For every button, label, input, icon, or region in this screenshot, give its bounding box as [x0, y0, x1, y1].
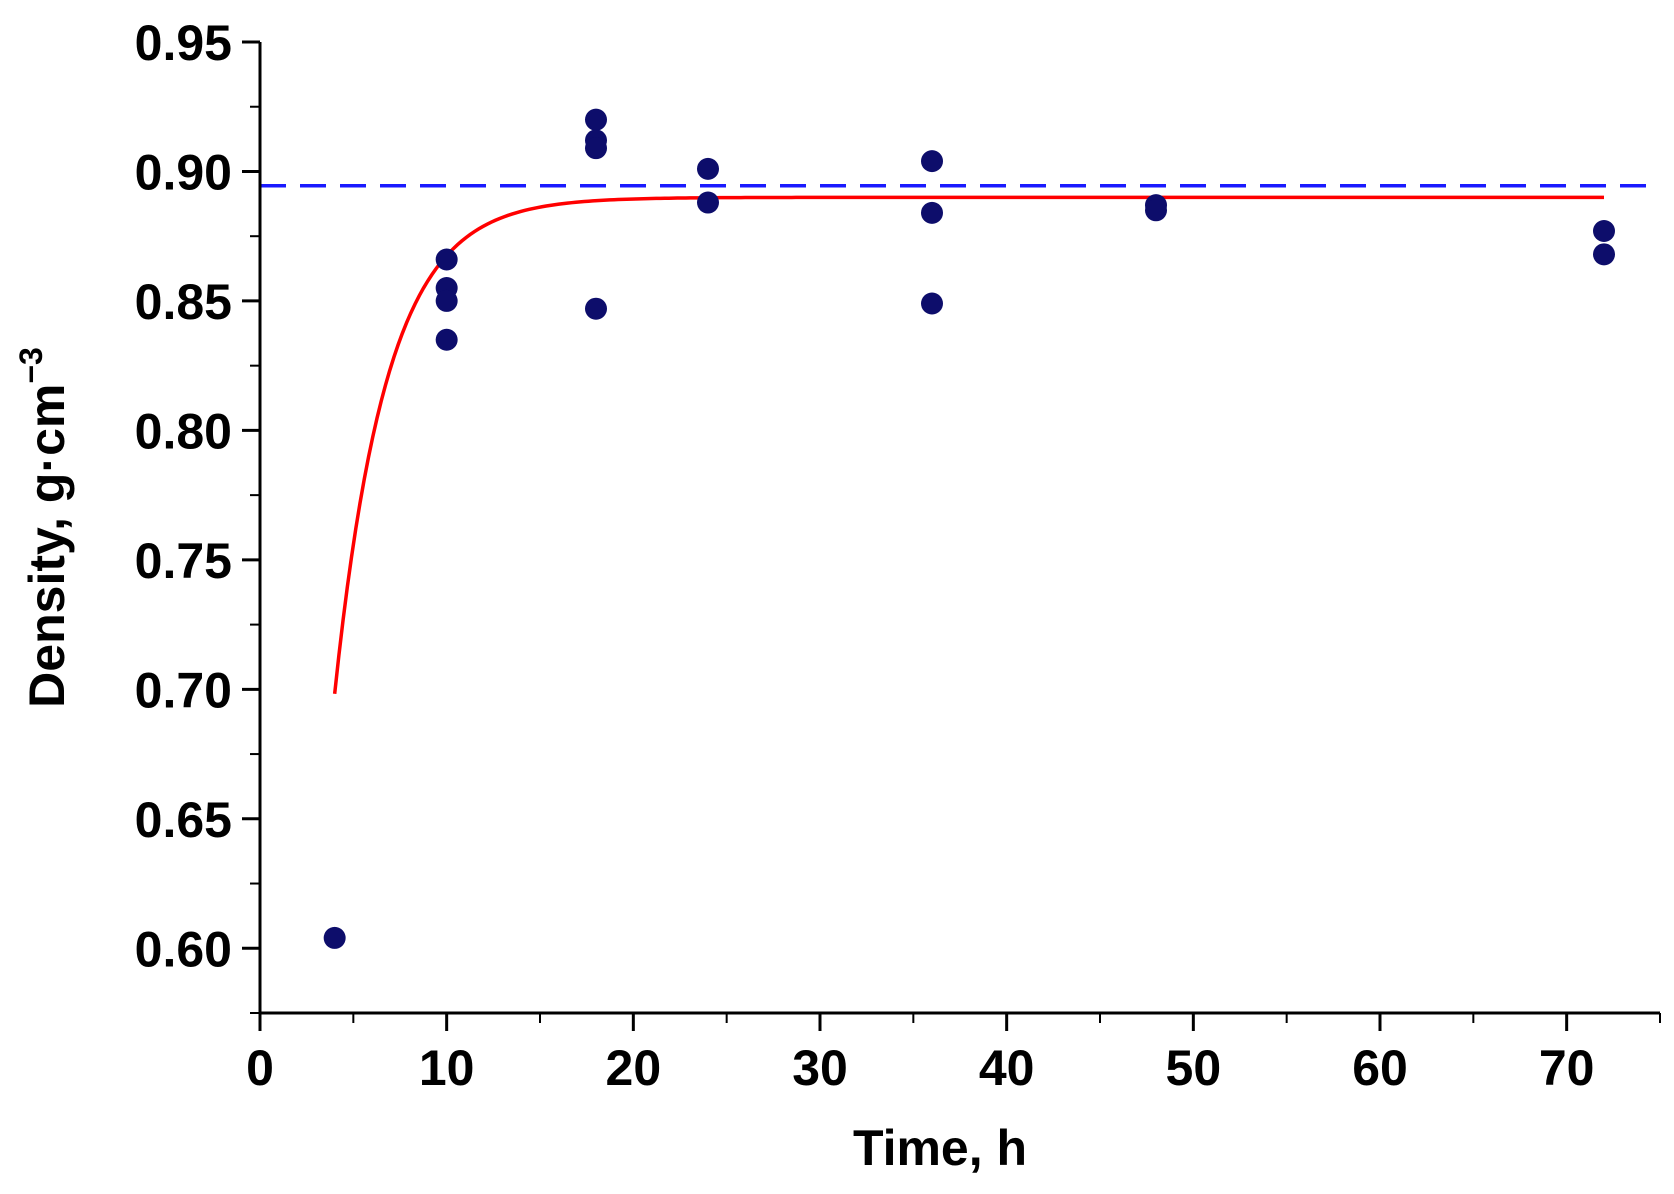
- x-tick-label: 10: [419, 1040, 475, 1096]
- data-point: [585, 137, 607, 160]
- y-tick-label: 0.65: [135, 792, 232, 848]
- data-point: [435, 289, 458, 312]
- data-point: [585, 297, 607, 320]
- y-tick-label: 0.75: [135, 533, 232, 589]
- data-point: [1593, 220, 1615, 243]
- x-tick-label: 50: [1166, 1040, 1222, 1096]
- y-tick-label: 0.80: [135, 403, 232, 459]
- axes: [258, 42, 1660, 1015]
- y-tick-label: 0.85: [135, 274, 232, 330]
- y-axis-title-superscript: −3: [13, 347, 49, 383]
- y-tick-label: 0.70: [135, 662, 232, 718]
- x-tick-label: 30: [792, 1040, 848, 1096]
- x-tick-label: 40: [979, 1040, 1035, 1096]
- y-tick-label: 0.95: [135, 15, 232, 71]
- ticks: 0.60 0.65 0.70 0.75 0.80 0.85 0.90 0.95 0 10 20 30 4…: [135, 15, 1661, 1096]
- data-point: [435, 248, 458, 271]
- y-axis-title-main: Density, g·cm: [19, 384, 75, 708]
- data-point: [921, 150, 943, 173]
- y-axis-title: Density, g·cm−3: [13, 347, 75, 708]
- y-tick-label: 0.60: [135, 921, 232, 977]
- data-point: [1145, 199, 1167, 222]
- plot-area: [260, 108, 1660, 949]
- fit-curve: [332, 195, 1604, 694]
- x-tick-label: 70: [1539, 1040, 1595, 1096]
- x-tick-label: 60: [1352, 1040, 1408, 1096]
- data-point: [921, 201, 943, 224]
- x-tick-label: 0: [246, 1040, 274, 1096]
- data-point: [585, 108, 607, 131]
- y-tick-label: 0.90: [135, 144, 232, 200]
- data-point: [435, 328, 458, 351]
- data-point: [921, 292, 943, 315]
- x-tick-label: 20: [606, 1040, 662, 1096]
- data-point: [697, 191, 719, 214]
- data-point: [323, 926, 346, 949]
- x-axis-title: Time, h: [853, 1120, 1027, 1176]
- data-point: [1593, 243, 1615, 266]
- data-point: [697, 157, 719, 180]
